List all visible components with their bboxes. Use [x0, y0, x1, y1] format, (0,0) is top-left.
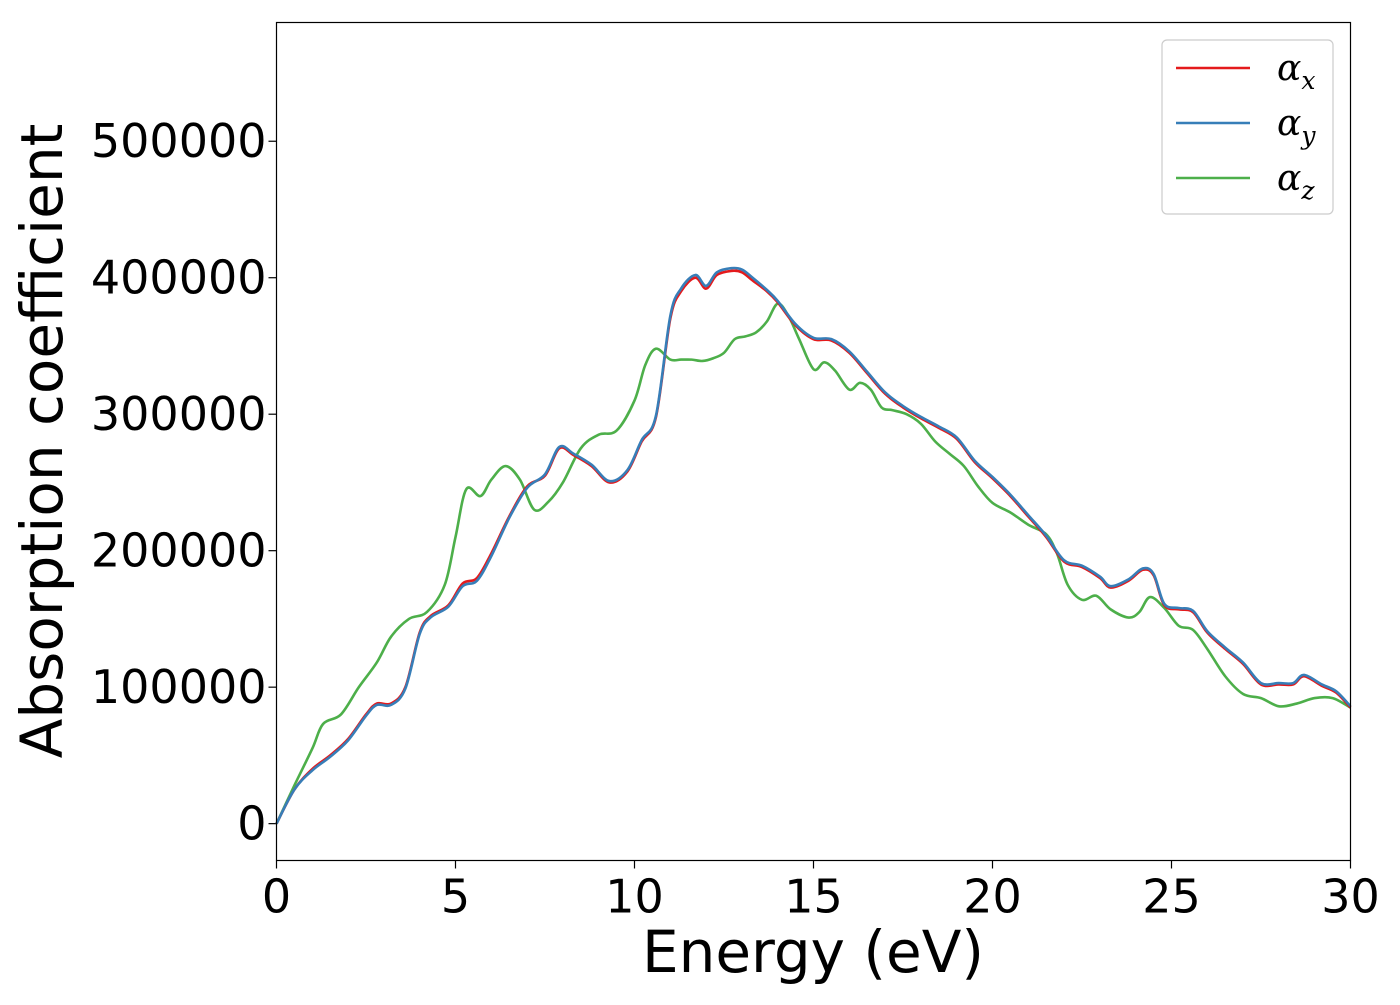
x-axis-ticks: 0 5 10 15 20 25 30 [262, 860, 1380, 924]
x-tick-label: 20 [963, 870, 1022, 924]
series-layer [275, 266, 1352, 825]
y-axis-ticks: 0 100000 200000 300000 400000 500000 [91, 114, 277, 851]
y-axis-title: Absorption coefficient [8, 124, 76, 759]
legend-label: αz [1277, 158, 1315, 205]
x-tick-label: 0 [262, 870, 291, 924]
legend-label-base: α [1277, 103, 1301, 144]
x-tick-label: 25 [1142, 870, 1201, 924]
legend-item-x: αx [1176, 48, 1315, 95]
legend-label-subscript: y [1300, 121, 1316, 150]
y-tick-label: 400000 [91, 251, 267, 305]
legend-box [1161, 39, 1334, 215]
legend-item-y: αy [1176, 103, 1316, 150]
y-tick-label: 0 [237, 797, 266, 851]
series-line-x [275, 269, 1352, 825]
x-tick-label: 5 [441, 870, 470, 924]
x-tick-label: 30 [1321, 870, 1380, 924]
legend-label: αy [1277, 103, 1316, 150]
legend-label-base: α [1277, 158, 1301, 199]
y-tick-label: 300000 [91, 387, 267, 441]
y-tick-label: 200000 [91, 524, 267, 578]
legend-item-z: αz [1176, 158, 1315, 205]
legend-label-subscript: z [1300, 176, 1315, 205]
y-tick-label: 100000 [91, 660, 267, 714]
x-tick-label: 10 [605, 870, 664, 924]
legend-label-base: α [1277, 48, 1301, 89]
legend-label: αx [1277, 48, 1315, 95]
x-axis-title: Energy (eV) [642, 918, 984, 986]
legend-label-subscript: x [1301, 66, 1315, 95]
plot-frame [275, 21, 1352, 862]
x-tick-label: 15 [784, 870, 843, 924]
series-line-z [275, 302, 1352, 825]
series-line-y [275, 266, 1352, 825]
y-tick-label: 500000 [91, 114, 267, 168]
